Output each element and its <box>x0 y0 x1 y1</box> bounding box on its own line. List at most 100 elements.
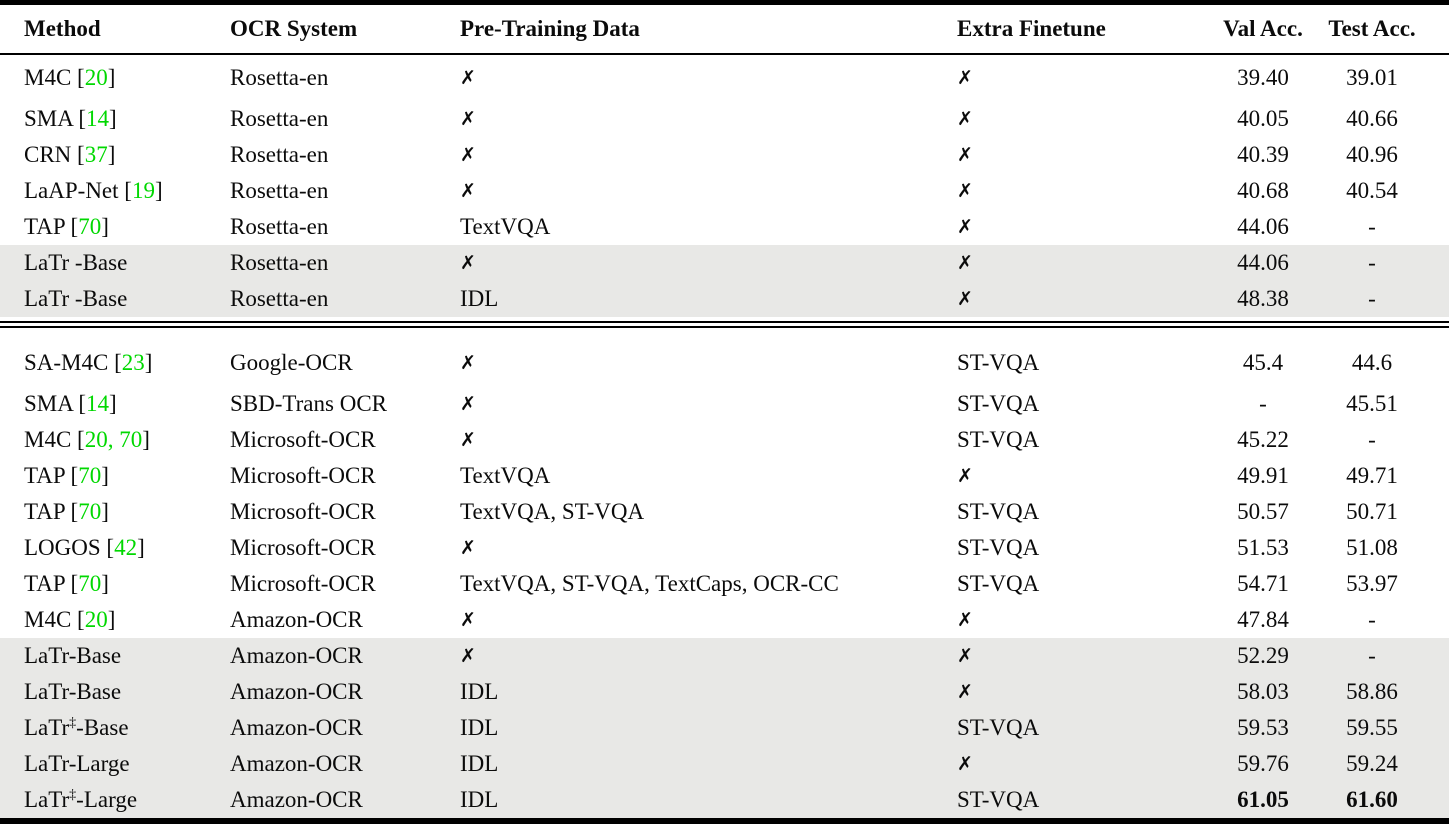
extra-finetune-cell: ST-VQA <box>950 710 1200 746</box>
val-acc-cell: 54.71 <box>1237 571 1289 596</box>
method-name: M4C <box>24 65 72 90</box>
val-acc-cell: 51.53 <box>1237 535 1289 560</box>
citation-link[interactable]: 14 <box>86 391 110 416</box>
ocr-system-cell: Rosetta-en <box>230 142 329 167</box>
val-acc-cell: 39.40 <box>1237 65 1289 90</box>
table-row: SMA [14] Rosetta-en ✗ ✗ 40.05 40.66 <box>0 101 1449 137</box>
citation-link[interactable]: 70 <box>78 571 102 596</box>
table-row: LaTr‡-Base Amazon-OCR IDL ST-VQA 59.53 59.55 <box>0 710 1449 746</box>
pretrain-data-cell: ✗ <box>460 638 950 674</box>
citation-link[interactable]: 19 <box>131 178 155 203</box>
citation-link[interactable]: 70 <box>78 499 102 524</box>
table-row: LaTr‡-Large Amazon-OCR IDL ST-VQA 61.05 61.60 <box>0 782 1449 818</box>
ocr-system-cell: Amazon-OCR <box>230 674 460 710</box>
test-acc-cell: - <box>1368 427 1376 452</box>
method-cell: LaTr -Base <box>0 281 230 317</box>
table-row: TAP [70] Microsoft-OCR TextVQA, ST-VQA ST-V… <box>0 494 1449 530</box>
val-acc-cell: 59.53 <box>1200 710 1326 746</box>
citation-link[interactable]: 14 <box>86 106 110 131</box>
benchmark-table: Method OCR System Pre-Training Data Extr… <box>0 5 1449 818</box>
pretrain-data-cell: TextVQA <box>460 463 551 488</box>
method-name: TAP <box>24 463 65 488</box>
citation-link[interactable]: 70 <box>78 214 102 239</box>
column-header-test-acc: Test Acc. <box>1326 5 1449 55</box>
table-row: M4C [20] Rosetta-en ✗ ✗ 39.40 39.01 <box>0 54 1449 101</box>
table-row: M4C [20] Amazon-OCR ✗ ✗ 47.84 - <box>0 602 1449 638</box>
method-cell: LaTr-Large <box>0 746 230 782</box>
method-name: M4C <box>24 607 72 632</box>
test-acc-cell: 40.66 <box>1346 106 1398 131</box>
ocr-system-cell: Rosetta-en <box>230 65 329 90</box>
method-name: M4C <box>24 427 72 452</box>
val-acc-cell: 61.05 <box>1200 782 1326 818</box>
citation-link[interactable]: 20, 70 <box>84 427 143 452</box>
table-row: LaTr -Base Rosetta-en IDL ✗ 48.38- <box>0 281 1449 317</box>
extra-finetune-cell: ST-VQA <box>957 391 1040 416</box>
method-name: SMA <box>24 391 73 416</box>
ocr-system-cell: Microsoft-OCR <box>230 535 376 560</box>
test-acc-cell: - <box>1326 245 1449 281</box>
ocr-system-cell: Rosetta-en <box>230 281 460 317</box>
header-row: Method OCR System Pre-Training Data Extr… <box>0 5 1449 55</box>
extra-finetune-cell: ST-VQA <box>957 427 1040 452</box>
extra-finetune-cell: ✗ <box>950 674 1200 710</box>
method-cell: M4C [20] <box>24 65 116 90</box>
citation-link[interactable]: 37 <box>84 142 108 167</box>
table-row: TAP [70] Microsoft-OCR TextVQA ✗ 49.91 49.71 <box>0 458 1449 494</box>
method-cell: TAP [70] <box>24 463 109 488</box>
method-cell: SA-M4C [23] <box>24 350 153 375</box>
val-acc-cell: 47.84 <box>1237 607 1289 632</box>
method-name: LaTr <box>24 787 70 812</box>
method-name-suffix: -Base <box>76 715 129 740</box>
test-acc-cell: 53.97 <box>1346 571 1398 596</box>
table-row: LaTr-Large Amazon-OCR IDL ✗ 59.76 59.24 <box>0 746 1449 782</box>
method-name: CRN <box>24 142 72 167</box>
method-cell: LOGOS [42] <box>24 535 145 560</box>
citation-link[interactable]: 20 <box>84 607 108 632</box>
pretrain-data-cell: ✗ <box>460 67 476 89</box>
val-acc-cell: 45.22 <box>1237 427 1289 452</box>
extra-finetune-cell: ✗ <box>957 180 973 202</box>
test-acc-cell: 50.71 <box>1346 499 1398 524</box>
divider-row <box>0 317 1449 340</box>
ocr-system-cell: Amazon-OCR <box>230 607 363 632</box>
extra-finetune-cell: ✗ <box>957 108 973 130</box>
ocr-system-cell: Microsoft-OCR <box>230 427 376 452</box>
method-cell: LaAP-Net [19] <box>24 178 163 203</box>
test-acc-cell: 49.71 <box>1346 463 1398 488</box>
pretrain-data-cell: IDL <box>460 746 950 782</box>
pretrain-data-cell: ✗ <box>460 429 476 451</box>
column-header-finetune: Extra Finetune <box>950 5 1200 55</box>
extra-finetune-cell: ✗ <box>957 609 973 631</box>
method-name: TAP <box>24 499 65 524</box>
val-acc-cell: 45.4 <box>1242 350 1284 375</box>
test-acc-cell: 40.54 <box>1346 178 1398 203</box>
method-name: LaTr -Base <box>24 286 128 311</box>
test-acc-cell: 59.55 <box>1326 710 1449 746</box>
extra-finetune-cell: ✗ <box>957 465 973 487</box>
method-name: LaTr-Base <box>24 679 122 704</box>
method-name: LOGOS <box>24 535 101 560</box>
pretrain-data-cell: TextVQA <box>460 214 551 239</box>
extra-finetune-cell: ST-VQA <box>950 782 1200 818</box>
val-acc-cell: 48.38 <box>1200 281 1326 317</box>
method-name: LaTr-Base <box>24 643 122 668</box>
ocr-system-cell: Amazon-OCR <box>230 746 460 782</box>
pretrain-data-cell: ✗ <box>460 352 476 374</box>
pretrain-data-cell: TextVQA, ST-VQA <box>460 499 645 524</box>
val-acc-cell: 52.29 <box>1200 638 1326 674</box>
table-row: TAP [70] Microsoft-OCR TextVQA, ST-VQA, Te… <box>0 566 1449 602</box>
citation-link[interactable]: 20 <box>84 65 108 90</box>
citation-link[interactable]: 23 <box>121 350 145 375</box>
test-acc-cell: 40.96 <box>1346 142 1398 167</box>
method-cell: LaTr -Base <box>0 245 230 281</box>
method-name: LaTr-Large <box>24 751 130 776</box>
citation-link[interactable]: 42 <box>114 535 138 560</box>
pretrain-data-cell: IDL <box>460 782 950 818</box>
method-name: SA-M4C <box>24 350 109 375</box>
extra-finetune-cell: ✗ <box>957 144 973 166</box>
rosetta-ocr-section: M4C [20] Rosetta-en ✗ ✗ 39.40 39.01 SMA [14] Ro… <box>0 54 1449 317</box>
table-row: TAP [70] Rosetta-en TextVQA ✗ 44.06 - <box>0 209 1449 245</box>
citation-link[interactable]: 70 <box>78 463 102 488</box>
